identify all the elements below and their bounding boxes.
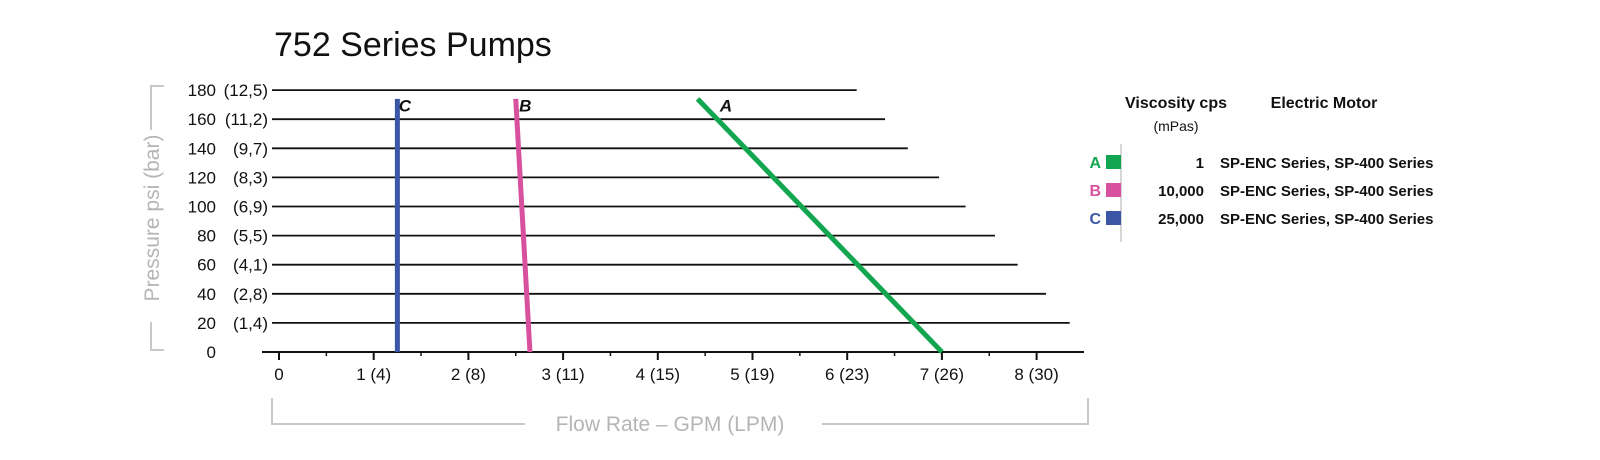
y-tick-label-bar: (1,4) (233, 314, 268, 333)
legend-swatch-a (1106, 155, 1121, 169)
y-tick-label-psi: 160 (188, 110, 216, 129)
legend-swatch-c (1106, 211, 1121, 225)
legend-swatch-b (1106, 183, 1121, 197)
legend-motor-a: SP-ENC Series, SP-400 Series (1220, 155, 1433, 172)
y-tick-label-psi: 80 (197, 227, 216, 246)
curve-label-a: A (719, 97, 732, 116)
y-tick-label-psi: 100 (188, 198, 216, 217)
x-axis (262, 351, 1084, 360)
x-tick-label: 6 (23) (825, 365, 869, 384)
legend-viscosity-c: 25,000 (1158, 211, 1204, 228)
x-tick-label: 5 (19) (730, 365, 774, 384)
x-tick-label: 8 (30) (1014, 365, 1058, 384)
y-tick-label-psi: 180 (188, 81, 216, 100)
legend-key-a: A (1089, 155, 1101, 172)
x-tick-label: 1 (4) (356, 365, 391, 384)
legend-header-units: (mPas) (1153, 118, 1198, 134)
x-axis-tick-labels: 0 1 (4) 2 (8) 3 (11) 4 (15) 5 (19) 6 (23) 7 (26… (274, 365, 1059, 384)
y-tick-label-psi: 20 (197, 314, 216, 333)
y-tick-label-bar: (4,1) (233, 256, 268, 275)
legend-viscosity-a: 1 (1196, 155, 1204, 172)
performance-curves (394, 97, 944, 354)
y-tick-label-bar: (5,5) (233, 227, 268, 246)
curve-label-b: B (519, 97, 531, 116)
y-tick-label-psi: 0 (207, 343, 216, 362)
curve-b (513, 98, 533, 353)
x-axis-bracket (271, 398, 1089, 425)
y-tick-label-psi: 60 (197, 256, 216, 275)
gridlines (272, 89, 1070, 324)
curve-a (695, 97, 944, 354)
x-axis-title: Flow Rate – GPM (LPM) (556, 413, 785, 436)
x-tick-label: 4 (15) (636, 365, 680, 384)
legend: Viscosity cps (mPas) Electric Motor A 1 SP… (1089, 95, 1433, 242)
x-tick-label: 3 (11) (542, 365, 585, 384)
legend-motor-c: SP-ENC Series, SP-400 Series (1220, 211, 1433, 228)
y-tick-label-bar: (8,3) (233, 168, 268, 187)
curve-label-c: C (399, 97, 412, 116)
y-tick-label-bar: (2,8) (233, 285, 268, 304)
y-axis-bracket (150, 85, 164, 351)
y-tick-label-bar: (12,5) (224, 81, 268, 100)
curve-labels: A B C (399, 97, 732, 116)
y-tick-label-psi: 140 (188, 139, 216, 158)
x-tick-label: 2 (8) (451, 365, 486, 384)
y-tick-label-bar: (9,7) (233, 139, 268, 158)
legend-key-c: C (1089, 211, 1101, 228)
y-tick-label-bar: (11,2) (225, 110, 268, 129)
y-axis-tick-labels: 0 20 (1,4) 40 (2,8) 60 (4,1) 80 (5,5) 100 (6,9) 120… (188, 81, 268, 362)
legend-key-b: B (1089, 183, 1101, 200)
legend-motor-b: SP-ENC Series, SP-400 Series (1220, 183, 1433, 200)
y-tick-label-psi: 120 (188, 168, 216, 187)
legend-header-motor: Electric Motor (1271, 95, 1378, 112)
y-axis-title: Pressure psi (bar) (141, 135, 164, 302)
x-tick-label: 7 (26) (920, 365, 964, 384)
chart-title: 752 Series Pumps (274, 26, 552, 64)
x-tick-label: 0 (274, 365, 283, 384)
y-tick-label-bar: (6,9) (233, 198, 268, 217)
legend-header-viscosity: Viscosity cps (1125, 95, 1227, 112)
legend-viscosity-b: 10,000 (1158, 183, 1204, 200)
y-tick-label-psi: 40 (197, 285, 216, 304)
